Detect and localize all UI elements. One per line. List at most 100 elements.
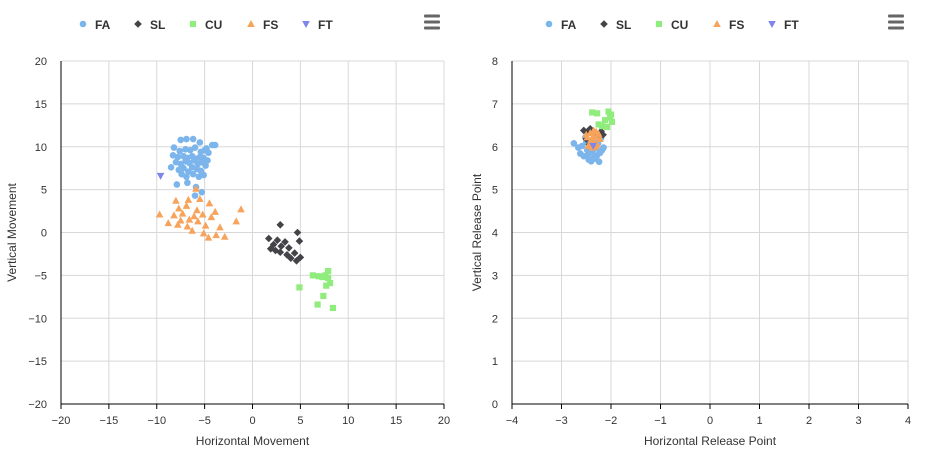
point-sl [292,256,301,265]
x-tick-label: 0 [249,415,255,427]
point-cu [314,301,321,308]
point-fa [176,147,184,155]
legend-marker-fs [713,20,721,27]
point-fa [173,181,181,188]
point-fa [204,157,211,164]
legend-item-fs[interactable]: FS [713,18,744,32]
point-cu [589,109,596,116]
legend-marker-sl [600,20,608,28]
y-tick-label: 5 [492,185,498,197]
point-fs [204,233,213,241]
legend-item-fa[interactable]: FA [545,18,577,32]
point-fs [198,210,207,218]
legend-label: FT [318,18,333,32]
point-fa [189,170,197,178]
y-tick-label: 6 [492,142,498,154]
point-fs [194,217,202,225]
point-fa [191,144,199,151]
x-tick-label: −20 [52,415,71,427]
point-fs [155,210,164,218]
point-fa [174,153,182,161]
point-fa [211,141,219,149]
release-point-chart-svg: FA SL CU FS FT −4 −3 −2 −1 0 1 2 3 4 0 1 2 3 4 5 6 7 8 Horizont… [472,12,911,448]
legend-item-sl[interactable]: SL [600,18,631,32]
y-tick-label: −15 [28,356,47,368]
series-fa [167,135,219,199]
point-cu [598,123,606,130]
point-fa [200,171,207,179]
grid-lines [61,60,445,404]
y-tick-label: 5 [41,185,47,197]
x-tick-label: −4 [506,415,519,427]
legend-marker-ft [768,21,776,28]
point-fs [170,211,178,219]
x-tick-label: 10 [342,415,354,427]
x-tick-label: −15 [100,415,119,427]
release-point-chart: FA SL CU FS FT −4 −3 −2 −1 0 1 2 3 4 0 1 2 3 4 5 6 7 8 Horizont… [472,0,944,456]
legend-label: CU [205,18,222,32]
point-fa [592,155,600,163]
point-cu [594,110,601,117]
x-axis-title: Horizontal Release Point [644,434,777,448]
series-cu [296,267,337,312]
point-fs [182,201,191,209]
movement-chart-svg: FA SL CU FS FT −20 −15 −10 −5 0 5 10 15 20 −20 −15 −10 −5… [5,12,450,448]
point-fa [180,164,187,172]
point-sl [266,244,275,253]
point-fs [232,217,241,225]
point-fs [199,229,208,237]
point-fs [212,231,220,239]
point-cu [329,304,337,312]
point-fs [207,213,216,221]
y-tick-label: 7 [492,99,498,111]
x-tick-label: −10 [147,415,166,427]
point-fs [185,215,194,223]
point-cu [326,279,334,287]
legend-marker-fa [545,20,553,28]
point-fa [177,136,184,144]
legend-item-cu[interactable]: CU [189,18,222,32]
point-fs [176,216,185,224]
y-tick-label: 0 [492,399,498,411]
legend-item-sl[interactable]: SL [134,18,165,32]
point-fs [172,196,180,204]
point-fa [202,162,209,169]
x-tick-label: −1 [654,415,667,427]
x-tick-label: 15 [390,415,402,427]
series-sl [264,220,305,265]
grid-lines [512,60,909,404]
x-tick-label: 3 [855,415,861,427]
point-sl [287,254,295,263]
legend-item-fs[interactable]: FS [247,18,278,32]
point-fs [596,135,604,143]
point-fa [191,192,199,199]
point-sl [281,238,289,246]
legend-item-ft[interactable]: FT [768,18,799,32]
legend-label: FA [561,18,577,32]
legend-item-fa[interactable]: FA [79,18,111,32]
point-fs [201,221,210,229]
point-cu [296,284,303,291]
point-fs [583,133,592,141]
series-fs [155,184,245,241]
legend-item-cu[interactable]: CU [655,18,688,32]
point-fa [600,144,607,151]
point-fa [183,173,190,181]
point-fa [184,179,191,187]
point-fs [237,205,245,213]
point-fs [589,132,597,140]
x-tick-label: 5 [297,415,303,427]
point-ft [156,172,165,180]
x-tick-label: 4 [905,415,911,427]
y-axis-title: Vertical Release Point [472,173,484,291]
legend-item-ft[interactable]: FT [302,18,333,32]
hamburger-menu-icon[interactable] [422,12,442,32]
point-sl [290,249,299,257]
point-cu [325,274,332,282]
y-tick-label: 3 [492,270,498,282]
hamburger-menu-icon[interactable] [886,12,906,32]
movement-chart: FA SL CU FS FT −20 −15 −10 −5 0 5 10 15 20 −20 −15 −10 −5… [5,12,450,448]
point-cu [595,121,602,128]
point-cu [323,282,330,289]
point-fa [189,135,197,143]
